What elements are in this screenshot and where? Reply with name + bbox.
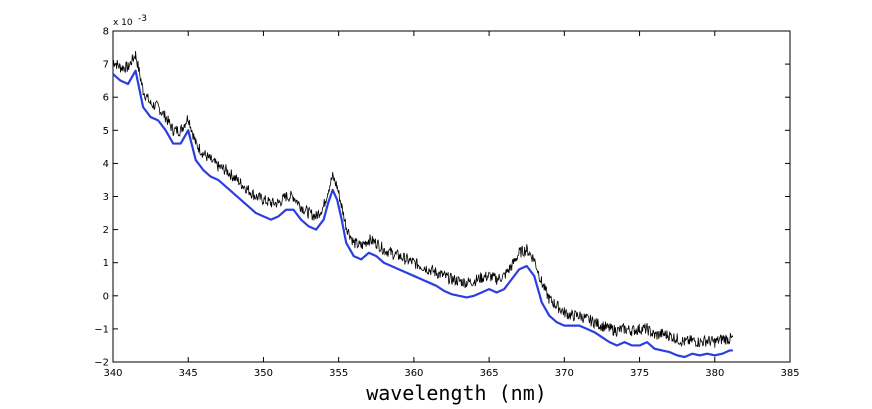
y-tick-label: 7 — [103, 60, 109, 71]
y-tick-label: −2 — [94, 358, 109, 369]
x-tick-label: 365 — [480, 368, 499, 379]
series-line-0 — [112, 50, 734, 348]
ticks-layer: 340 345 350 355 360 365 370 375 380 385−2−1012345… — [94, 27, 799, 380]
x-tick-label: 385 — [780, 368, 799, 379]
x-tick-label: 345 — [179, 368, 198, 379]
plot-area — [112, 30, 791, 363]
x-tick-label: 355 — [329, 368, 348, 379]
y-tick-label: 8 — [103, 27, 109, 38]
y-tick-label: 6 — [103, 93, 109, 104]
y-tick-label: 2 — [103, 225, 109, 236]
y-tick-label: 0 — [103, 291, 109, 302]
plot-frame — [112, 30, 791, 363]
y-tick-label: 5 — [103, 126, 109, 137]
y-tick-label: 3 — [103, 192, 109, 203]
x-axis-title: wavelength (nm) — [366, 381, 547, 405]
y-tick-label: −1 — [94, 324, 109, 335]
y-multiplier-base: x 10 — [113, 18, 133, 28]
series-layer — [112, 50, 734, 359]
y-tick-label: 4 — [103, 159, 109, 170]
x-tick-label: 370 — [555, 368, 574, 379]
y-multiplier-exponent: -3 — [138, 14, 147, 24]
x-tick-label: 350 — [254, 368, 273, 379]
x-tick-label: 360 — [404, 368, 423, 379]
series-line-1 — [112, 69, 733, 359]
x-tick-label: 380 — [705, 368, 724, 379]
x-tick-label: 375 — [630, 368, 649, 379]
y-tick-label: 1 — [103, 258, 109, 269]
x-tick-label: 340 — [103, 368, 122, 379]
